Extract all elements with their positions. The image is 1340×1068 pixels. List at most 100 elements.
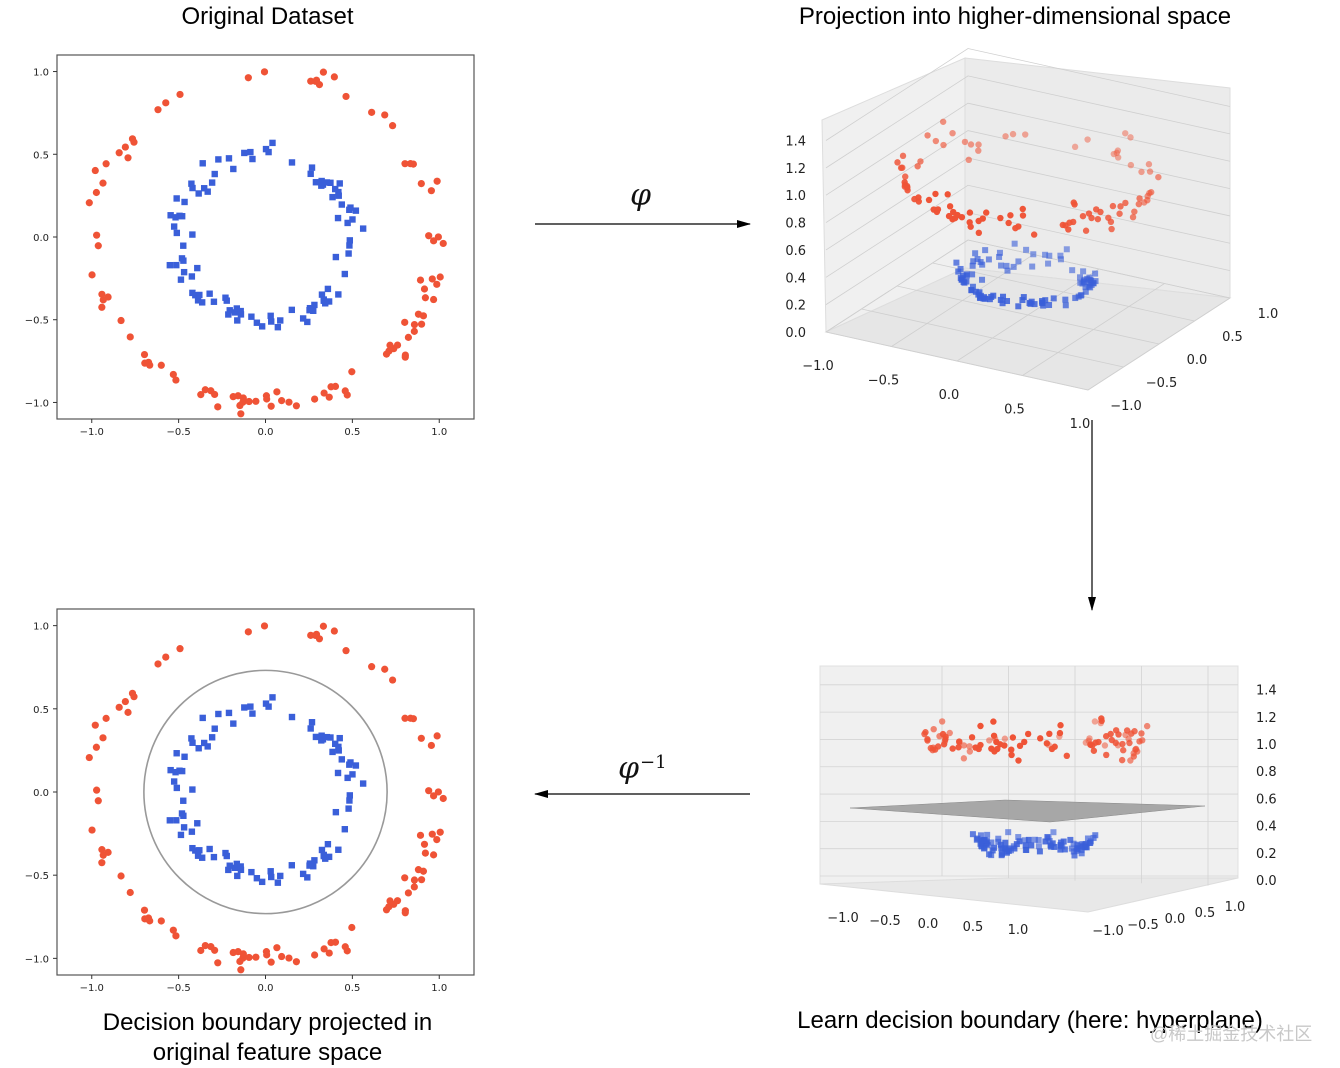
grid-line [825,75,1231,169]
outer-point [975,147,982,154]
inner-point [318,182,325,189]
outer-point [401,714,409,722]
inner-point [1061,846,1068,853]
outer-point [949,129,956,137]
outer-point [966,743,973,750]
outer-point [425,787,433,795]
inner-point [180,797,187,804]
outer-point [1056,729,1064,737]
outer-point [1048,745,1056,753]
outer-point [319,68,328,76]
outer-point [950,208,957,216]
inner-point [237,311,245,318]
x-tick-label: 0.0 [258,427,274,438]
outer-point [381,665,389,673]
outer-point [1126,739,1133,747]
outer-point [98,290,106,298]
inner-point [288,306,296,314]
outer-point [427,187,435,195]
inner-point [1025,836,1032,843]
outer-point [1021,738,1028,746]
inner-point [318,291,326,298]
outer-point [436,828,444,836]
outer-point [417,320,426,328]
outer-point [330,73,338,81]
inner-point [1044,834,1051,841]
outer-point [417,734,425,742]
inner-point [979,276,986,283]
inner-point [1082,283,1089,290]
inner-point [265,148,272,156]
y-tick-label: 1.0 [1225,900,1246,915]
inner-point [1092,832,1099,839]
outer-point [419,867,428,875]
outer-point [996,741,1004,748]
inner-point [269,694,276,701]
outer-point [1136,195,1143,202]
phi-label: φ [630,178,651,213]
outer-point [939,730,947,738]
outer-point [1114,742,1122,749]
outer-point [1019,212,1027,219]
outer-point [417,876,426,884]
outer-point [1134,748,1141,755]
x-tick-label: 0.5 [1004,403,1025,418]
outer-point [172,376,180,384]
inner-point [267,868,274,875]
outer-point [381,111,389,119]
inner-point [176,212,183,220]
outer-point [92,188,100,197]
z-tick-label: 0.4 [1256,820,1277,835]
outer-point [966,219,973,226]
outer-point [921,730,928,738]
outer-point [990,732,998,739]
outer-point [1123,727,1131,734]
inner-point [338,201,345,208]
inner-point [1086,839,1093,846]
outer-point [939,118,947,125]
outer-point [1016,742,1024,750]
outer-point [945,212,953,220]
inner-point [1030,251,1037,258]
outer-point [341,387,349,395]
inner-point [198,854,206,861]
inner-point [972,250,979,257]
inner-point [1021,837,1028,844]
inner-point [341,270,349,278]
inner-point [170,778,178,785]
inner-point [997,841,1004,848]
outer-point [211,390,219,399]
z-tick-label: 1.0 [785,189,806,204]
outer-point [897,164,905,172]
outer-point [327,938,335,947]
outer-point [176,90,184,99]
outer-point [1135,200,1143,208]
inner-point [277,317,284,324]
inner-point [349,771,356,778]
outer-point [245,953,253,962]
inner-point [181,198,188,206]
inner-point [311,301,318,309]
inner-point [969,831,976,838]
y-tick-label: 1.0 [1258,307,1279,322]
z-tick-label: 0.4 [785,271,806,286]
outer-point [983,209,990,216]
inner-point [277,872,284,880]
inner-point [1058,839,1065,846]
outer-point [934,743,942,750]
outer-point [1012,224,1019,232]
outer-point [237,966,245,974]
inner-point [241,704,248,711]
outer-point [154,106,162,114]
inner-point [173,750,180,757]
inner-point [974,256,981,263]
inner-point [1010,263,1017,270]
x-tick-label: 1.0 [431,983,447,994]
inner-point [977,292,984,299]
inner-point [1036,848,1043,855]
outer-point [172,932,180,940]
y-tick-label: 0.5 [1222,330,1243,345]
outer-point [211,946,219,954]
outer-point [292,402,300,410]
inner-point [247,703,254,710]
